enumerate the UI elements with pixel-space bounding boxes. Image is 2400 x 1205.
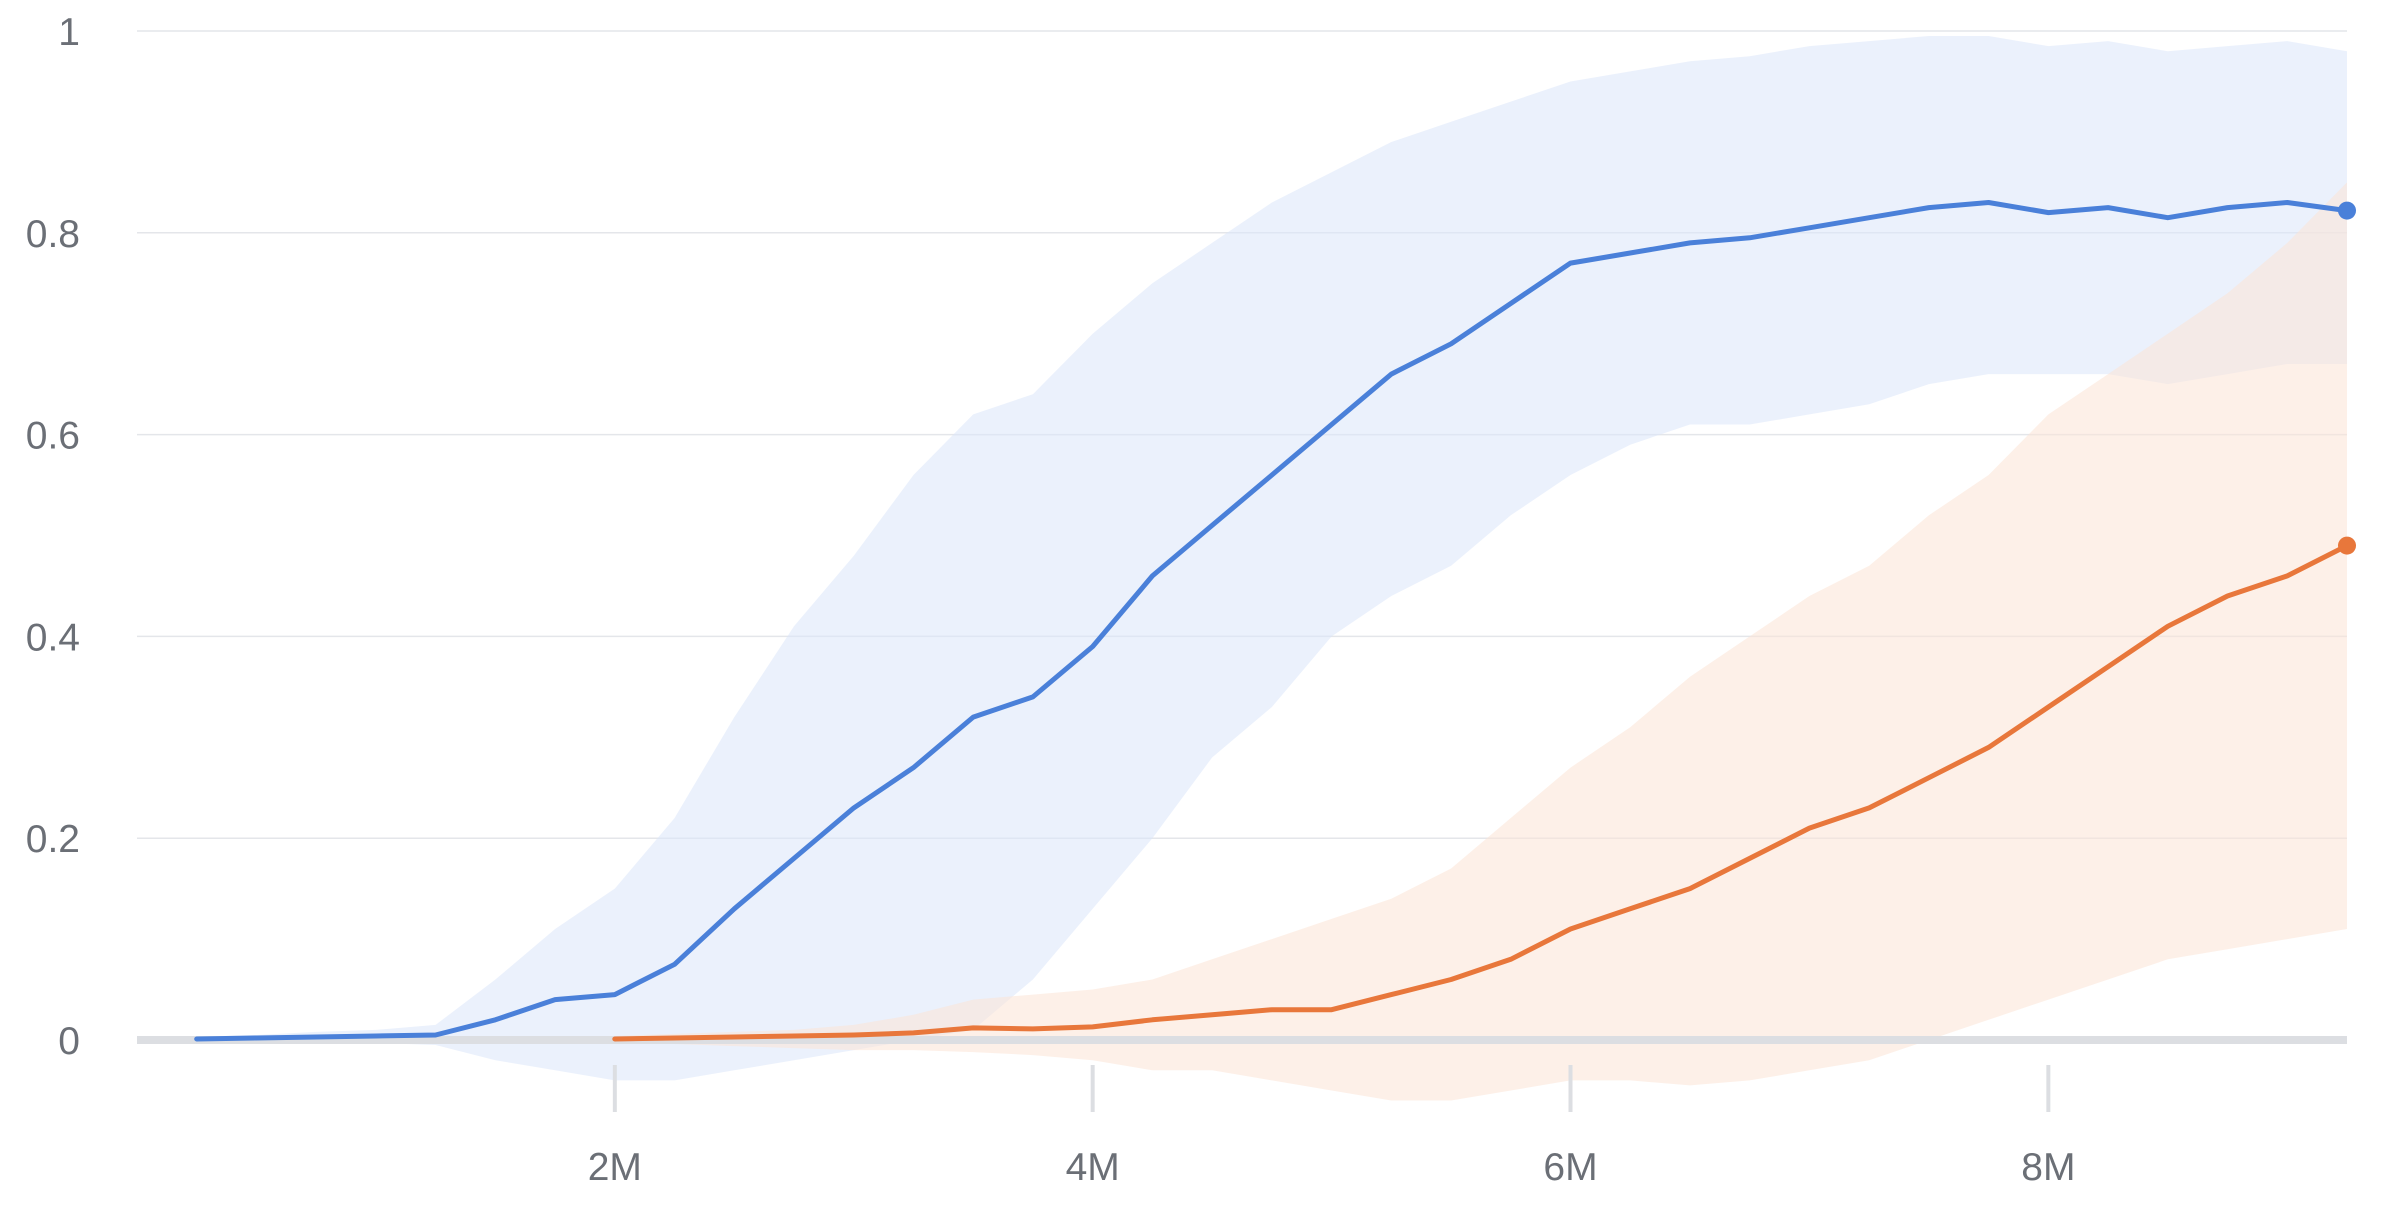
series-1-end-point (2338, 201, 2356, 220)
y-tick-label: 0.2 (26, 818, 80, 861)
line-layer (194, 200, 2356, 1042)
y-tick-label: 0.6 (26, 415, 80, 458)
series-1-line (194, 200, 2350, 1042)
band-layer (196, 36, 2348, 1101)
series-1-band (196, 36, 2348, 1081)
series-2-end-point (2338, 536, 2356, 555)
y-tick-label: 0.4 (26, 616, 80, 659)
x-tick-label: 6M (1543, 1146, 1597, 1189)
series-2-band (614, 182, 2347, 1101)
x-tick-label: 8M (2021, 1146, 2075, 1189)
x-tick-label: 2M (588, 1146, 642, 1189)
series-2-line (612, 543, 2350, 1042)
y-tick-label: 0.8 (26, 213, 80, 256)
y-tick-label: 0 (58, 1020, 80, 1063)
y-tick-label: 1 (58, 11, 80, 54)
label-layer: 0 0.2 0.4 0.6 0.8 1 2M 4M 6M 8M (26, 11, 2076, 1189)
axis-layer (137, 1036, 2347, 1112)
x-tick-label: 4M (1066, 1146, 1120, 1189)
